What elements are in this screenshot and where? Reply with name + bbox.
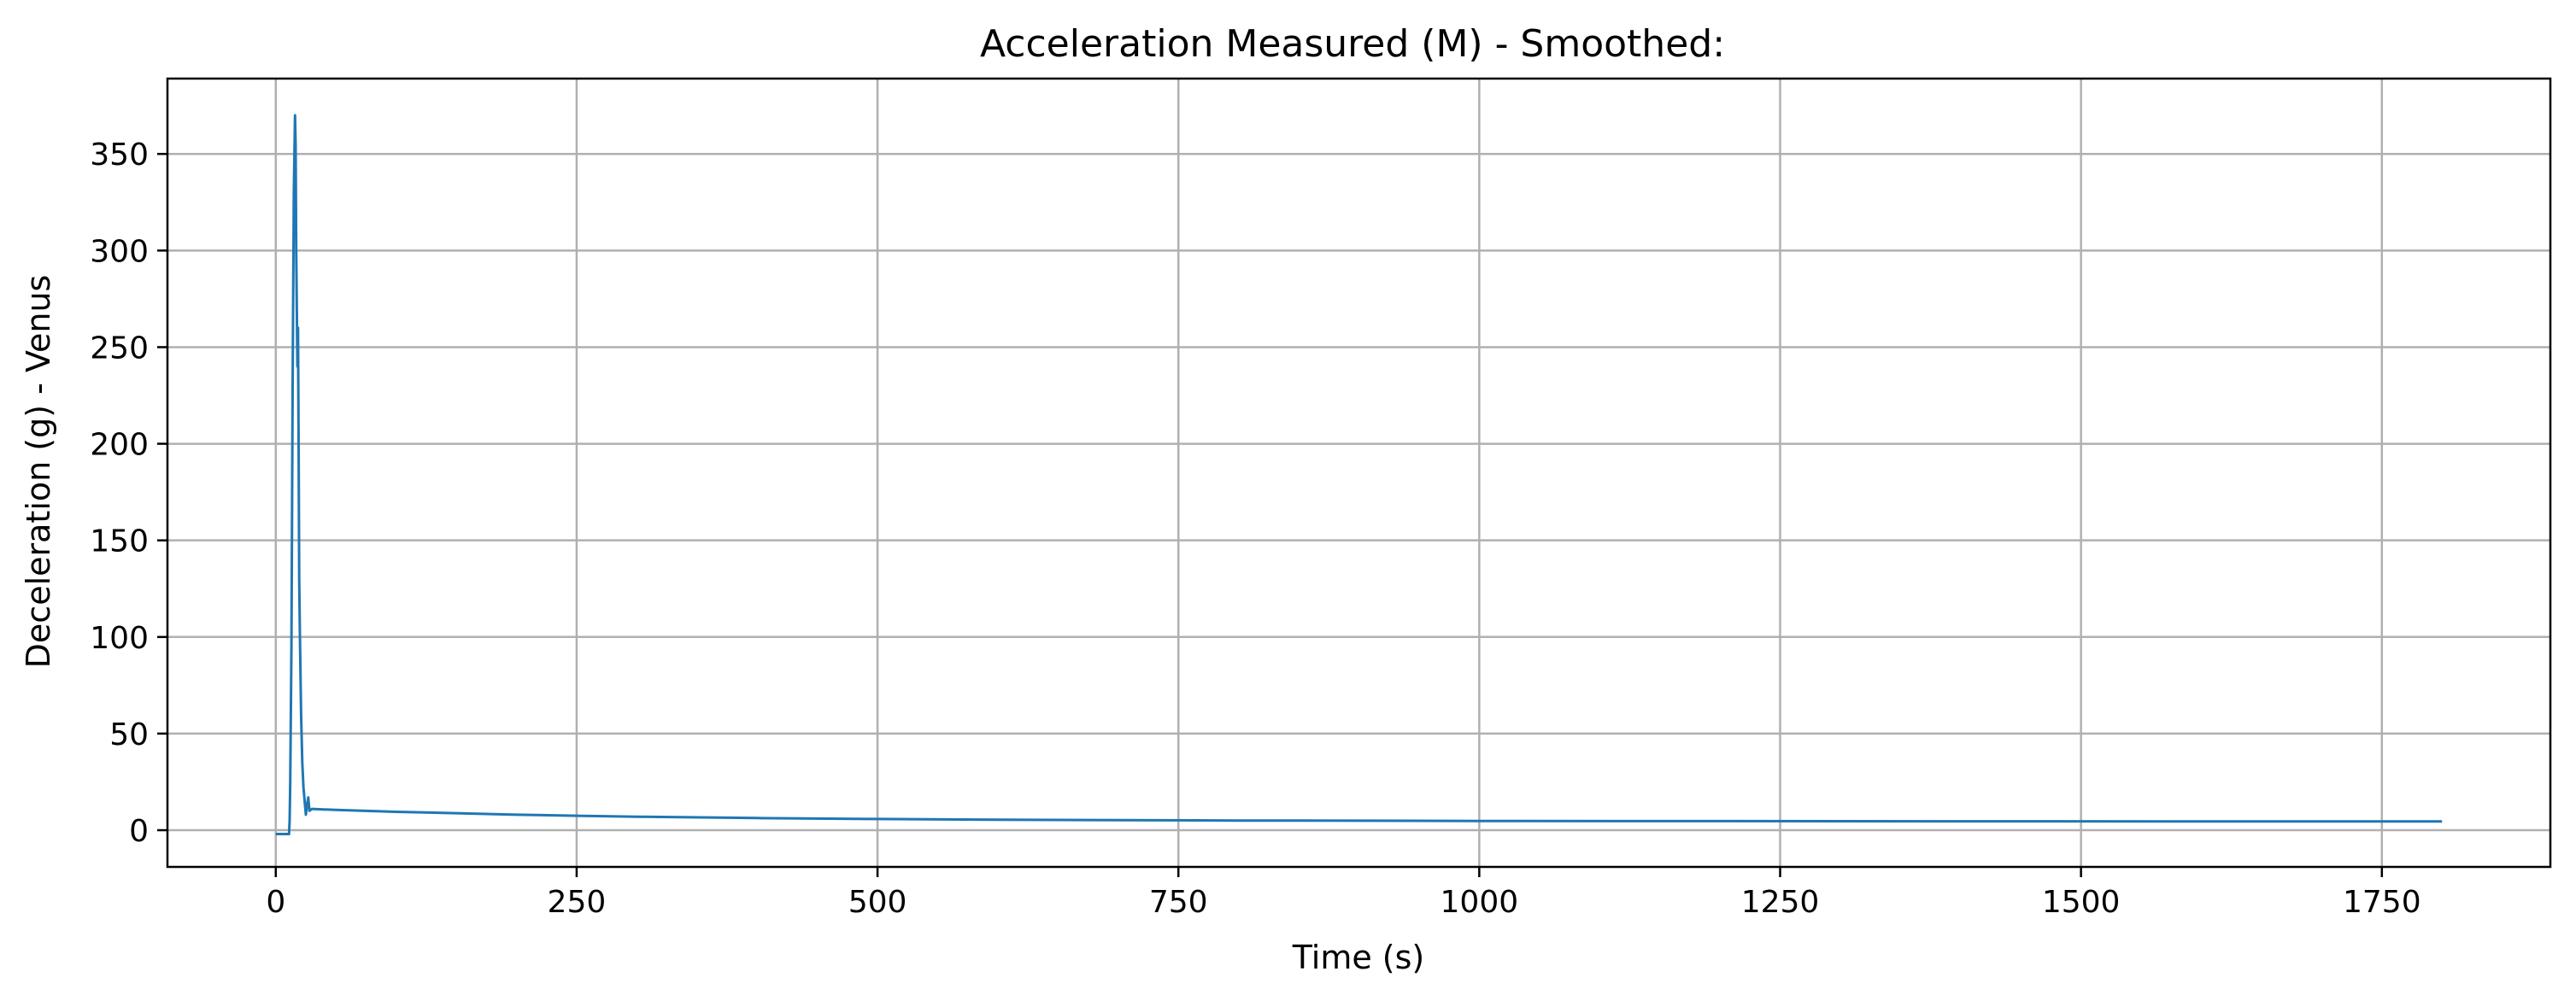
x-tick-label: 1250 [1741,885,1820,920]
x-tick-label: 750 [1149,885,1208,920]
y-tick-label: 100 [90,621,149,656]
y-tick-label: 250 [90,331,149,366]
x-tick-label: 500 [848,885,907,920]
y-tick-label: 0 [129,814,149,849]
y-tick-label: 350 [90,138,149,173]
x-axis-label: Time (s) [1292,939,1425,976]
x-tick-label: 1000 [1441,885,1519,920]
x-tick-label: 1750 [2343,885,2421,920]
y-axis-ticks: 0 50 100 150 200 250 300 350 [90,138,167,849]
series-layer [275,114,2443,835]
x-tick-label: 250 [548,885,607,920]
y-tick-label: 300 [90,234,149,269]
series-line [275,114,2443,835]
grid-lines [167,79,2550,867]
y-tick-label: 200 [90,428,149,463]
plot-frame [166,77,2552,869]
y-tick-label: 50 [109,717,149,752]
x-tick-label: 0 [266,885,285,920]
chart-title: Acceleration Measured (M) - Smoothed: [980,22,1725,66]
y-axis-label: Deceleration (g) - Venus [20,275,57,669]
x-axis-ticks: 0 250 500 750 1000 1250 1500 1750 [266,867,2421,920]
x-tick-label: 1500 [2042,885,2121,920]
y-tick-label: 150 [90,524,149,559]
